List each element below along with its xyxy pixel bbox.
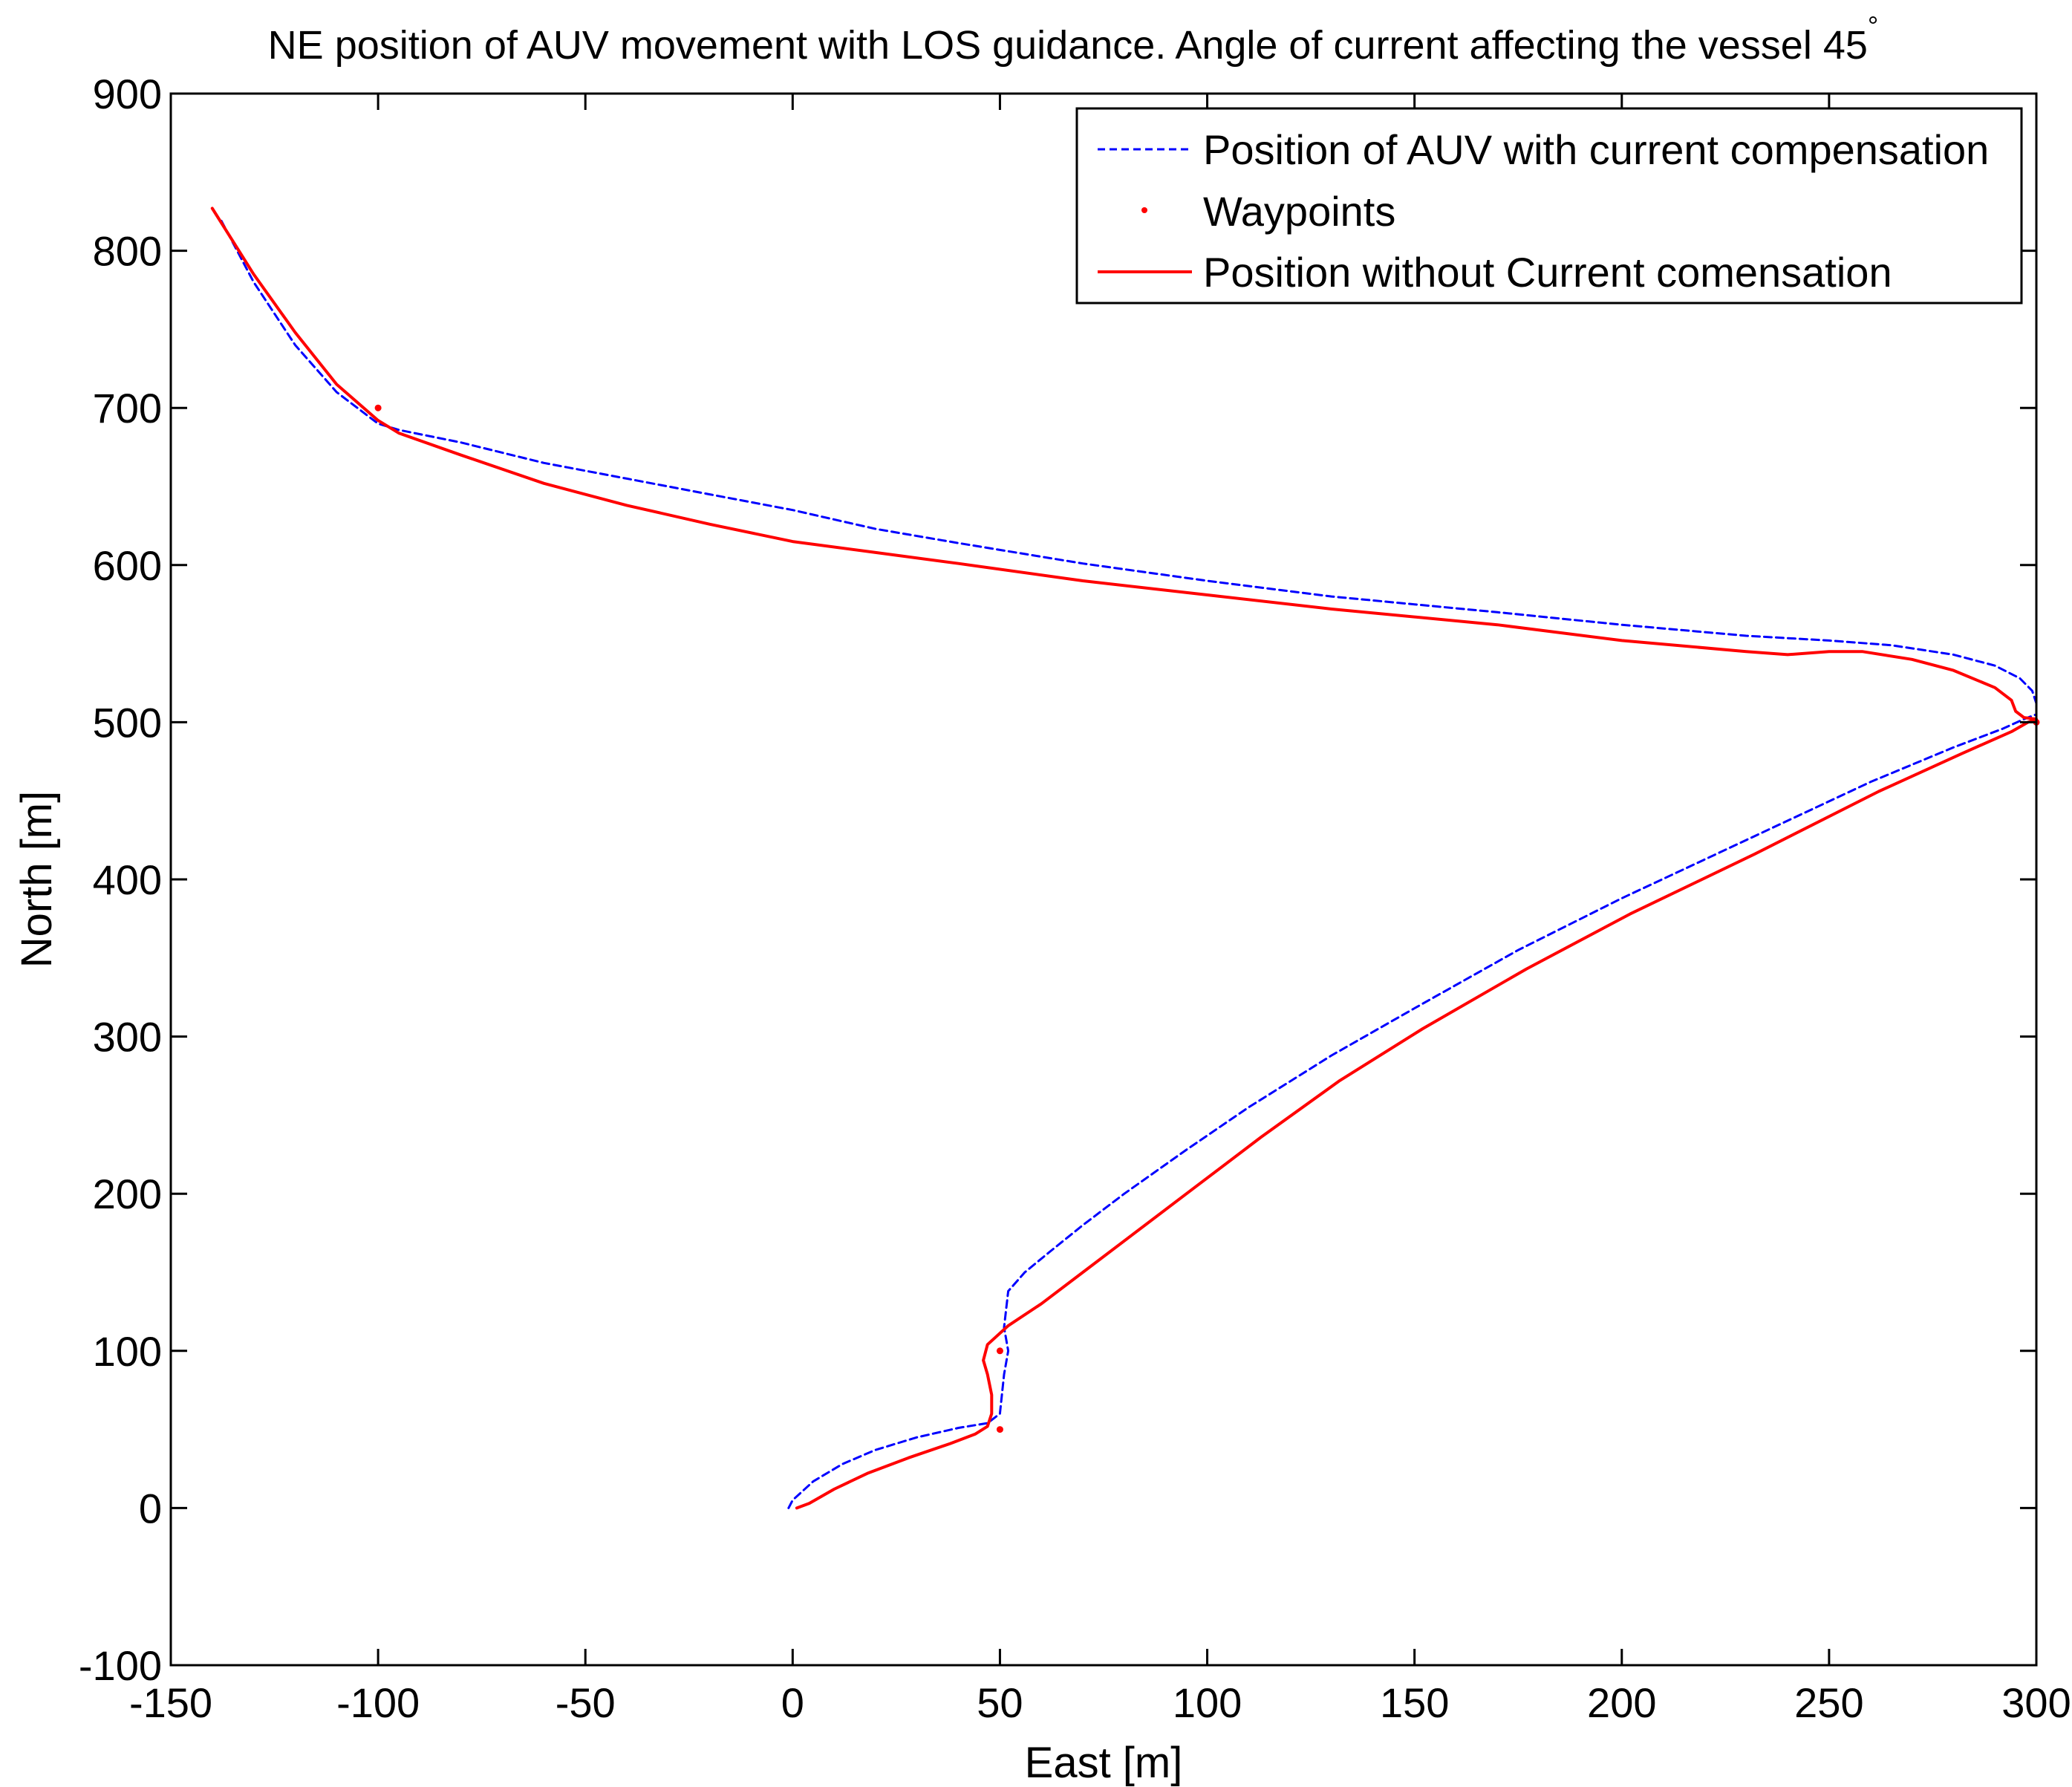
y-tick-label: 200 (93, 1171, 162, 1217)
x-tick-label: -100 (336, 1679, 420, 1726)
legend-box (1075, 107, 2023, 305)
waypoint-marker (996, 1426, 1003, 1433)
legend-swatch-waypoints (1141, 207, 1147, 213)
chart-title-text: NE position of AUV movement with LOS gui… (268, 23, 1868, 68)
chart-title-degree: ° (1868, 10, 1878, 41)
y-axis-label: North [m] (13, 791, 61, 969)
legend-label-no-compensation: Position without Current comensation (1203, 249, 1892, 296)
x-tick-label: 50 (977, 1679, 1023, 1726)
y-tick-label: 800 (93, 228, 162, 275)
x-tick-label: 100 (1173, 1679, 1242, 1726)
waypoint-marker (374, 404, 382, 411)
waypoint-marker (996, 1347, 1003, 1355)
y-tick-label: 0 (139, 1485, 162, 1532)
x-tick-label: 0 (781, 1679, 804, 1726)
legend: Position of AUV with current compensatio… (1075, 107, 2023, 305)
x-axis-ticks: -150 -100 -50 0 50 100 150 200 250 300 (129, 94, 2071, 1726)
legend-label-waypoints: Waypoints (1203, 188, 1395, 235)
y-tick-label: 900 (93, 71, 162, 117)
series-line-with-compensation (219, 218, 2038, 1509)
y-tick-label: 500 (93, 699, 162, 746)
x-axis-label: East [m] (1025, 1739, 1183, 1787)
y-tick-label: 700 (93, 385, 162, 432)
y-tick-label: 300 (93, 1014, 162, 1061)
y-tick-label: 600 (93, 542, 162, 589)
y-axis-ticks: -100 0 100 200 300 400 500 600 700 800 900 (79, 71, 2036, 1689)
chart-title: NE position of AUV movement with LOS gui… (268, 10, 1879, 68)
legend-label-compensation: Position of AUV with current compensatio… (1203, 126, 1989, 173)
plot-frame (169, 92, 2038, 1667)
x-tick-label: 150 (1380, 1679, 1449, 1726)
y-tick-label: 100 (93, 1328, 162, 1375)
x-tick-label: 250 (1794, 1679, 1863, 1726)
x-tick-label: -50 (556, 1679, 616, 1726)
x-tick-label: 200 (1587, 1679, 1656, 1726)
x-tick-label: 300 (2001, 1679, 2071, 1726)
y-tick-label: -100 (79, 1642, 162, 1689)
x-tick-label: -150 (129, 1679, 212, 1726)
y-tick-label: 400 (93, 856, 162, 903)
